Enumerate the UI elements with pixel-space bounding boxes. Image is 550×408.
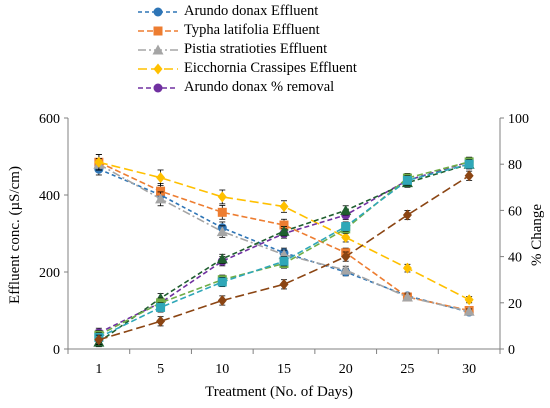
legend-swatch bbox=[138, 83, 178, 92]
data-point bbox=[216, 226, 228, 237]
data-point bbox=[401, 291, 413, 302]
data-point bbox=[156, 315, 166, 327]
x-tick-label: 15 bbox=[277, 362, 291, 377]
data-point bbox=[153, 7, 163, 16]
series bbox=[93, 158, 475, 316]
y2-tick-label: 20 bbox=[508, 297, 522, 312]
data-point bbox=[94, 334, 104, 346]
legend-label: Typha latifolia Effluent bbox=[184, 22, 320, 38]
y-tick-label: 200 bbox=[39, 266, 60, 281]
data-point bbox=[152, 44, 164, 54]
y-tick-label: 600 bbox=[39, 112, 60, 127]
series bbox=[94, 154, 474, 306]
data-point bbox=[279, 201, 289, 213]
data-point bbox=[340, 204, 352, 215]
legend-item: Arundo donax Effluent bbox=[137, 2, 357, 21]
data-point bbox=[155, 193, 167, 204]
data-point bbox=[464, 159, 474, 169]
data-point bbox=[217, 191, 227, 203]
y2-tick-label: 80 bbox=[508, 158, 522, 173]
legend-swatch bbox=[138, 63, 178, 74]
legend-item: Arundo donax % removal bbox=[137, 78, 357, 97]
x-tick-label: 20 bbox=[339, 362, 353, 377]
legend-swatch bbox=[138, 44, 178, 54]
data-point bbox=[278, 225, 290, 236]
data-point bbox=[216, 253, 228, 264]
legend-item: Eicchornia Crassipes Effluent bbox=[137, 59, 357, 78]
data-point bbox=[464, 294, 474, 306]
data-point bbox=[153, 83, 163, 92]
x-tick-label: 5 bbox=[157, 362, 164, 377]
y-axis-title: Effluent conc. (µS/cm) bbox=[7, 166, 23, 304]
data-point bbox=[156, 302, 166, 312]
data-point bbox=[402, 209, 412, 221]
data-point bbox=[217, 207, 227, 217]
y2-tick-label: 40 bbox=[508, 251, 522, 266]
data-point bbox=[341, 251, 351, 263]
data-point bbox=[341, 222, 351, 232]
legend-label: Eicchornia Crassipes Effluent bbox=[184, 60, 357, 76]
y-tick-label: 400 bbox=[39, 189, 60, 204]
data-point bbox=[464, 170, 474, 182]
legend-label: Arundo donax Effluent bbox=[184, 3, 319, 19]
data-point bbox=[153, 63, 163, 74]
x-tick-label: 10 bbox=[215, 362, 229, 377]
data-point bbox=[279, 278, 289, 290]
series bbox=[94, 170, 474, 346]
legend-item: Pistia stratioties Effluent bbox=[137, 40, 357, 59]
data-point bbox=[217, 294, 227, 306]
y2-tick-label: 100 bbox=[508, 112, 529, 127]
data-point bbox=[153, 26, 163, 35]
x-axis-title: Treatment (No. of Days) bbox=[205, 384, 353, 400]
y2-tick-label: 60 bbox=[508, 204, 522, 219]
x-tick-label: 25 bbox=[400, 362, 414, 377]
data-point bbox=[279, 256, 289, 266]
x-tick-label: 1 bbox=[95, 362, 102, 377]
data-point bbox=[279, 220, 289, 230]
data-point bbox=[156, 186, 166, 196]
legend-label: Pistia stratioties Effluent bbox=[184, 41, 328, 57]
y2-tick-label: 0 bbox=[508, 343, 515, 358]
data-point bbox=[463, 305, 475, 316]
data-point bbox=[94, 156, 104, 168]
data-point bbox=[341, 231, 351, 243]
data-point bbox=[402, 262, 412, 274]
x-tick-label: 30 bbox=[462, 362, 476, 377]
legend-swatch bbox=[138, 7, 178, 16]
legend-label: Arundo donax % removal bbox=[184, 79, 335, 95]
legend: Arundo donax Effluent Typha latifolia Ef… bbox=[137, 2, 357, 97]
data-point bbox=[402, 175, 412, 185]
y2-axis-title: % Change bbox=[529, 204, 545, 266]
y-tick-label: 0 bbox=[53, 343, 60, 358]
data-point bbox=[217, 277, 227, 287]
legend-item: Typha latifolia Effluent bbox=[137, 21, 357, 40]
data-point bbox=[156, 172, 166, 184]
legend-swatch bbox=[138, 26, 178, 35]
data-point bbox=[340, 264, 352, 275]
